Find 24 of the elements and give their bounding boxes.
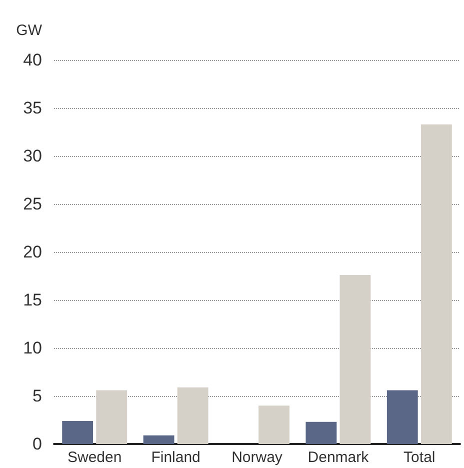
- y-tick-label: 0: [32, 434, 42, 454]
- y-tick-label: 20: [23, 242, 42, 262]
- y-tick-label: 15: [23, 290, 42, 310]
- bar: [340, 275, 371, 444]
- bar: [386, 390, 418, 444]
- y-axis-title: GW: [16, 22, 43, 39]
- bar: [258, 406, 290, 444]
- bar: [177, 387, 208, 444]
- y-tick-label: 25: [23, 194, 42, 214]
- y-tick-label: 30: [23, 146, 42, 166]
- x-tick-label: Sweden: [67, 449, 122, 466]
- x-tick-label: Finland: [151, 449, 200, 466]
- y-tick-label: 35: [23, 98, 42, 118]
- x-tick-label: Denmark: [308, 449, 370, 466]
- bar: [62, 420, 94, 444]
- bar: [420, 124, 452, 444]
- x-tick-label: Total: [404, 449, 436, 466]
- bar: [306, 422, 337, 444]
- bar: [96, 390, 128, 444]
- y-tick-label: 5: [32, 386, 42, 406]
- y-tick-label: 10: [23, 338, 42, 358]
- x-tick-label: Norway: [232, 449, 283, 466]
- bar: [143, 435, 174, 444]
- y-tick-label: 40: [23, 50, 42, 70]
